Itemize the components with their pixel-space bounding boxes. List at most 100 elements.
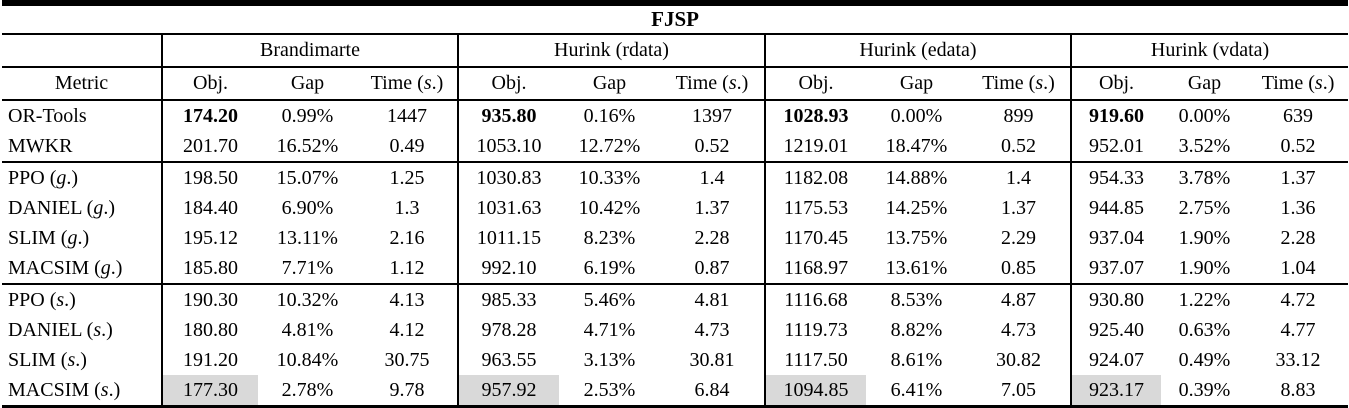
obj-cell: 978.28 — [457, 315, 559, 345]
time-cell: 33.12 — [1275, 348, 1321, 371]
time-cell: 0.52 — [1280, 134, 1316, 157]
time-cell: 8.83 — [1280, 378, 1316, 401]
time-cell: 9.78 — [389, 378, 425, 401]
time-cell: 2.16 — [389, 226, 425, 249]
obj-cell: 925.40 — [1070, 315, 1161, 345]
gap-cell: 6.41% — [890, 378, 943, 401]
time-cell: 4.77 — [1280, 318, 1316, 341]
gap-cell: 12.72% — [578, 134, 641, 157]
obj-cell: 191.20 — [161, 345, 258, 375]
obj-cell: 184.40 — [161, 193, 258, 223]
group-header-row: Brandimarte Hurink (rdata) Hurink (edata) H… — [2, 34, 1349, 68]
gap-cell: 2.78% — [281, 378, 334, 401]
gap-cell: 7.71% — [281, 256, 334, 279]
obj-cell: 201.70 — [161, 131, 258, 162]
table-row: PPO (g.) 198.50 15.07% 1.25 1030.83 10.33% 1.4… — [2, 161, 1349, 193]
obj-cell: 937.04 — [1070, 223, 1161, 253]
column-header-row: Metric Obj. Gap Time (s.) Obj. Gap Time (s.) O… — [2, 67, 1349, 101]
obj-cell: 937.07 — [1070, 253, 1161, 284]
gap-cell: 13.61% — [885, 256, 948, 279]
time-cell: 1.25 — [357, 161, 458, 193]
gap-cell: 10.32% — [258, 283, 357, 315]
time-cell: 0.85 — [1001, 256, 1036, 279]
gap-cell: 6.19% — [583, 256, 636, 279]
gap-cell: 10.42% — [578, 196, 641, 219]
gap-cell: 8.82% — [890, 318, 943, 341]
gap-cell: 0.00% — [1178, 104, 1231, 127]
obj-cell: 935.80 — [457, 100, 559, 131]
gap-cell: 8.23% — [583, 226, 636, 249]
time-column-header: Time (s.) — [660, 67, 765, 101]
gap-cell: 8.61% — [890, 348, 943, 371]
gap-cell: 0.49% — [1178, 348, 1231, 371]
table-row: SLIM (s.) 191.20 10.84% 30.75 963.55 3.13% 30.… — [2, 345, 1348, 375]
obj-column-header: Obj. — [457, 67, 559, 101]
obj-cell: 1182.08 — [764, 161, 866, 193]
time-cell: 0.87 — [694, 256, 730, 279]
obj-cell: 1170.45 — [764, 223, 866, 253]
gap-cell: 3.52% — [1178, 134, 1231, 157]
gap-cell: 0.99% — [281, 104, 334, 127]
metric-cell: SLIM (s.) — [8, 348, 87, 371]
gap-cell: 8.53% — [866, 283, 967, 315]
obj-cell: 1053.10 — [457, 131, 559, 162]
time-cell: 1.04 — [1280, 256, 1316, 279]
table-row: DANIEL (g.) 184.40 6.90% 1.3 1031.63 10.42% 1.… — [2, 193, 1348, 223]
table-row: MWKR 201.70 16.52% 0.49 1053.10 12.72% 0.52 121… — [2, 131, 1348, 162]
gap-cell: 1.90% — [1178, 256, 1231, 279]
obj-cell: 1028.93 — [764, 100, 866, 131]
obj-cell: 1116.68 — [764, 283, 866, 315]
time-cell: 4.72 — [1248, 283, 1349, 315]
gap-cell: 13.75% — [885, 226, 948, 249]
obj-cell: 963.55 — [457, 345, 559, 375]
time-column-header: Time (s.) — [1248, 67, 1349, 101]
time-cell: 4.81 — [660, 283, 765, 315]
obj-cell: 957.92 — [457, 375, 559, 408]
obj-cell: 924.07 — [1070, 345, 1161, 375]
metric-cell: PPO (s.) — [2, 283, 162, 315]
gap-cell: 0.39% — [1178, 378, 1231, 401]
obj-cell: 1030.83 — [457, 161, 559, 193]
gap-cell: 15.07% — [258, 161, 357, 193]
gap-cell: 0.63% — [1178, 318, 1231, 341]
time-cell: 0.52 — [694, 134, 730, 157]
time-column-header: Time (s.) — [967, 67, 1071, 101]
metric-cell: SLIM (g.) — [8, 226, 90, 249]
gap-cell: 18.47% — [885, 134, 948, 157]
obj-cell: 1175.53 — [764, 193, 866, 223]
time-cell: 1.4 — [967, 161, 1071, 193]
obj-cell: 177.30 — [161, 375, 258, 408]
metric-cell: PPO (g.) — [2, 161, 162, 193]
metric-cell: MACSIM (s.) — [8, 378, 121, 401]
gap-column-header: Gap — [559, 67, 660, 101]
gap-cell: 4.71% — [583, 318, 636, 341]
table-row: SLIM (g.) 195.12 13.11% 2.16 1011.15 8.23% 2.2… — [2, 223, 1348, 253]
metric-cell: DANIEL (g.) — [8, 196, 116, 219]
obj-column-header: Obj. — [161, 67, 258, 101]
time-cell: 899 — [1003, 104, 1034, 127]
metric-cell: MWKR — [8, 134, 73, 157]
gap-cell: 1.90% — [1178, 226, 1231, 249]
gap-cell: 1.22% — [1161, 283, 1248, 315]
group-header: Brandimarte — [161, 34, 458, 68]
gap-cell: 0.00% — [890, 104, 943, 127]
time-cell: 1447 — [387, 104, 427, 127]
time-cell: 0.52 — [1001, 134, 1036, 157]
time-cell: 1.37 — [1248, 161, 1349, 193]
obj-cell: 190.30 — [161, 283, 258, 315]
obj-cell: 185.80 — [161, 253, 258, 284]
gap-column-header: Gap — [866, 67, 967, 101]
obj-column-header: Obj. — [764, 67, 866, 101]
group-header: Hurink (rdata) — [457, 34, 765, 68]
time-cell: 4.73 — [1001, 318, 1036, 341]
gap-cell: 16.52% — [276, 134, 339, 157]
obj-cell: 198.50 — [161, 161, 258, 193]
time-cell: 7.05 — [1001, 378, 1036, 401]
time-cell: 1.37 — [694, 196, 730, 219]
metric-cell: OR-Tools — [8, 104, 87, 127]
time-cell: 2.28 — [694, 226, 730, 249]
table-row: DANIEL (s.) 180.80 4.81% 4.12 978.28 4.71% 4.7… — [2, 315, 1348, 345]
time-cell: 30.81 — [689, 348, 735, 371]
